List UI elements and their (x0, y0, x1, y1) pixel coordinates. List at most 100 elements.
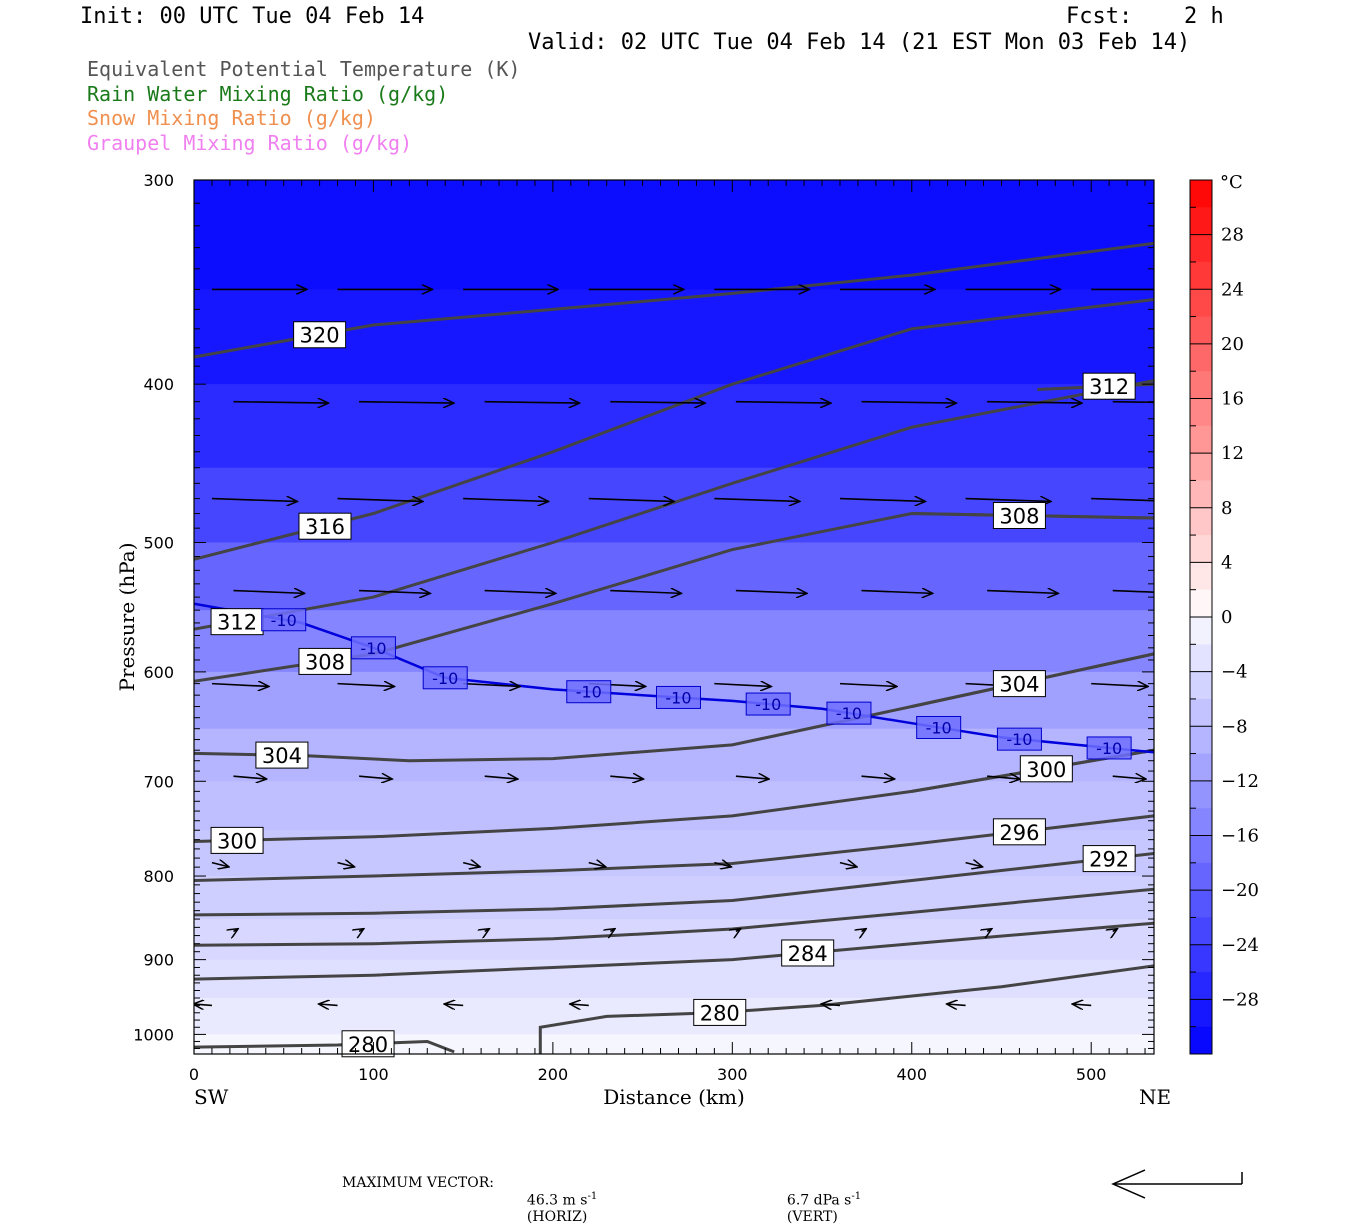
wind-vector (484, 402, 580, 403)
vert-exp: -1 (851, 1191, 862, 1202)
colorbar-swatch (1190, 726, 1212, 755)
x-tick-label: 200 (538, 1065, 569, 1084)
y-tick-label: 900 (143, 951, 174, 970)
x-tick-label: 100 (358, 1065, 389, 1084)
wind-vector (211, 499, 298, 502)
colorbar-swatch (1190, 398, 1212, 427)
colorbar-swatch (1190, 589, 1212, 618)
contour-label-box (1019, 755, 1073, 783)
colorbar-swatch (1190, 835, 1212, 864)
colorbar-swatch (1190, 753, 1212, 782)
temperature-band (194, 998, 1154, 1036)
colorbar-tick-label: −4 (1221, 662, 1248, 683)
colorbar-swatch (1190, 862, 1212, 891)
colorbar-swatch (1190, 480, 1212, 509)
x-left-label-sw: SW (194, 1085, 229, 1109)
horiz-exp: -1 (587, 1191, 598, 1202)
temperature-band (194, 289, 1154, 386)
wind-vector (194, 1004, 213, 1005)
contour-label: 296 (999, 821, 1039, 845)
y-tick-label: 800 (143, 867, 174, 886)
wind-vector (359, 591, 430, 594)
colorbar-tick-label: −16 (1221, 826, 1259, 847)
wind-vector (233, 402, 328, 403)
wind-vector (484, 591, 556, 594)
wind-vector (862, 929, 867, 932)
colorbar-swatch (1190, 425, 1212, 454)
y-tick-label: 700 (143, 772, 174, 791)
legend-snow: Snow Mixing Ratio (g/kg) (87, 106, 376, 130)
x-tick-label: 500 (1076, 1065, 1107, 1084)
wind-vector (947, 1004, 966, 1005)
colorbar-swatch (1190, 698, 1212, 727)
wind-vector (1112, 776, 1146, 779)
wind-vector (736, 929, 741, 932)
isotherm-label-box (1086, 736, 1132, 760)
isotherm-label: -10 (926, 718, 952, 737)
y-tick-label: 1000 (133, 1025, 174, 1044)
contour-label-box (298, 647, 352, 675)
y-tick-label: 600 (143, 663, 174, 682)
colorbar-swatch (1190, 944, 1212, 973)
colorbar-swatch (1190, 261, 1212, 290)
wind-vector (610, 929, 615, 932)
wind-vector (319, 1004, 338, 1005)
colorbar-tick-label: 28 (1221, 225, 1244, 246)
colorbar-tick-label: −20 (1221, 880, 1259, 901)
colorbar-tick-label: −12 (1221, 771, 1259, 792)
wind-vector (821, 1004, 841, 1005)
colorbar-swatch (1190, 316, 1212, 345)
temperature-band (194, 959, 1154, 1000)
contour-label-box (781, 939, 835, 967)
contour-label: 312 (1089, 375, 1129, 399)
contour-label: 316 (305, 515, 345, 539)
colorbar-swatch (1190, 890, 1212, 918)
valid-time: Valid: 02 UTC Tue 04 Feb 14 (21 EST Mon … (528, 30, 1191, 55)
isotherm-label: -10 (360, 639, 386, 658)
isotherm-label-box (566, 680, 612, 704)
wind-vector (714, 863, 731, 867)
contour-label: 280 (348, 1033, 388, 1057)
wind-vector (462, 863, 480, 867)
x-right-label-ne: NE (1139, 1085, 1171, 1109)
wind-vector (735, 402, 831, 403)
temperature-band (194, 384, 1154, 469)
wind-vector (337, 499, 424, 502)
contour-label-box (298, 512, 352, 540)
theta-e-contour (194, 852, 1154, 917)
colorbar-swatch (1190, 343, 1212, 372)
isotherm-label-box (916, 715, 962, 739)
wind-vector (211, 863, 229, 867)
wind-vector (359, 929, 364, 932)
wind-vector (965, 863, 983, 867)
isotherm-label-box (655, 685, 701, 709)
temperature-band (194, 919, 1154, 961)
wind-vector (1072, 1004, 1092, 1005)
wind-vector (337, 684, 395, 687)
vert-unit: (VERT) (786, 1208, 838, 1225)
wind-vector (211, 684, 269, 687)
contour-label: 320 (300, 324, 340, 348)
colorbar-unit: °C (1220, 172, 1243, 193)
wind-vector (1091, 497, 1154, 502)
wind-vector (610, 776, 643, 779)
wind-vector (359, 402, 454, 403)
contour-label-box (210, 826, 264, 854)
colorbar-swatch (1190, 289, 1212, 318)
cross-section-chart: 3203163123123083083043043003002962922842… (115, 171, 1259, 1199)
isotherm-label: -10 (576, 683, 602, 702)
colorbar-tick-label: 24 (1221, 279, 1244, 300)
y-axis-title: Pressure (hPa) (115, 543, 139, 692)
forecast-label: Fcst: (1066, 4, 1133, 29)
contour-label: 304 (999, 673, 1039, 697)
legend-graupel: Graupel Mixing Ratio (g/kg) (87, 131, 413, 155)
x-axis-title: Distance (km) (603, 1085, 745, 1109)
wind-vector (839, 684, 897, 687)
contour-label: 312 (217, 611, 257, 635)
colorbar-tick-label: −28 (1221, 989, 1259, 1010)
contour-label: 280 (700, 1001, 740, 1025)
colorbar-swatch (1190, 617, 1212, 645)
colorbar-tick-label: 0 (1221, 607, 1232, 628)
contour-label-box (293, 321, 347, 349)
colorbar-tick-label: −24 (1221, 935, 1259, 956)
